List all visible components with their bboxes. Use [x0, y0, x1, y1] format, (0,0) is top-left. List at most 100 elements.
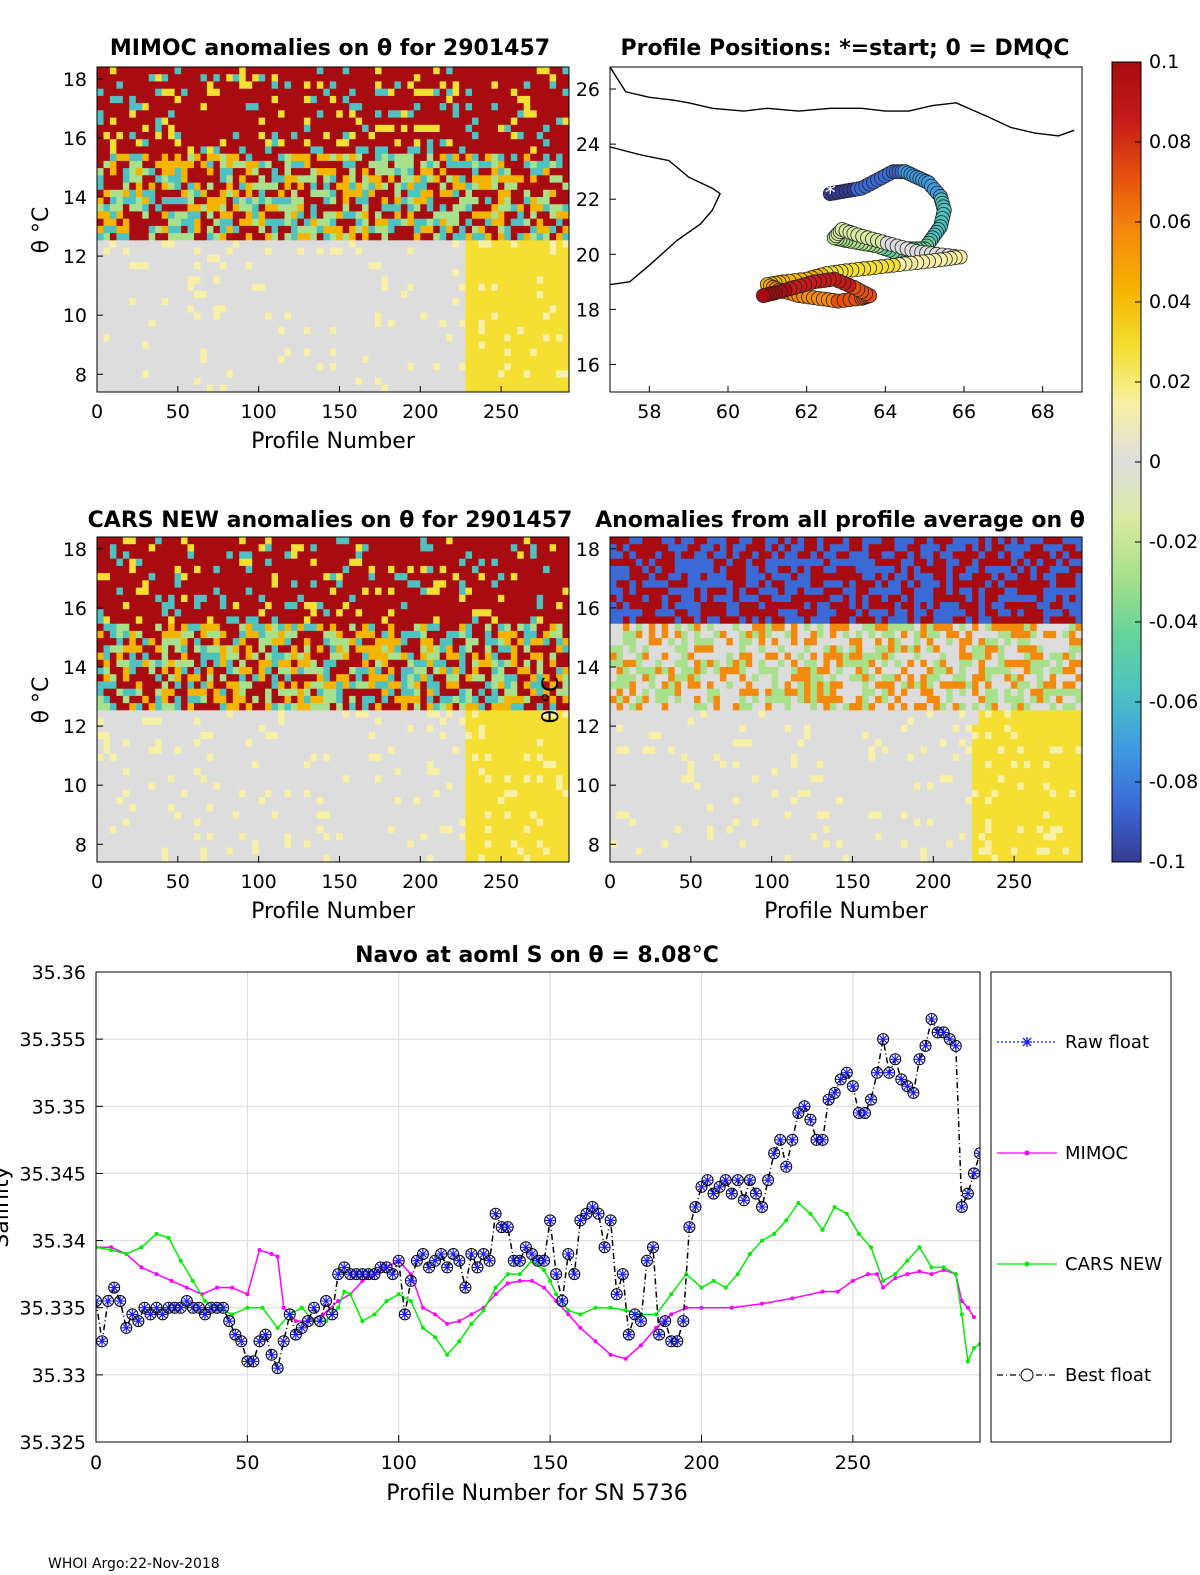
- heatmap-cell: [239, 363, 247, 371]
- heatmap-cell: [381, 175, 389, 184]
- heatmap-cell: [168, 348, 176, 357]
- heatmap-cell: [142, 573, 150, 581]
- heatmap-cell: [291, 110, 299, 119]
- heatmap-cell: [219, 833, 227, 841]
- heatmap-cell: [109, 160, 117, 169]
- heatmap-cell: [362, 377, 370, 386]
- heatmap-cell: [239, 348, 247, 357]
- heatmap-cell: [329, 363, 337, 371]
- heatmap-cell: [245, 95, 253, 104]
- heatmap-cell: [148, 667, 156, 675]
- heatmap-cell: [439, 117, 447, 126]
- heatmap-cell: [336, 204, 344, 212]
- heatmap-cell: [355, 240, 363, 249]
- heatmap-cell: [116, 768, 124, 776]
- heatmap-cell: [297, 695, 305, 704]
- heatmap-cell: [491, 348, 499, 357]
- heatmap-cell: [336, 110, 344, 119]
- heatmap-cell: [400, 132, 408, 140]
- heatmap-cell: [316, 681, 324, 690]
- heatmap-cell: [206, 544, 214, 552]
- heatmap-cell: [484, 276, 492, 285]
- heatmap-cell: [316, 616, 324, 625]
- heatmap-cell: [530, 204, 538, 212]
- heatmap-cell: [116, 88, 124, 97]
- heatmap-cell: [355, 160, 363, 169]
- heatmap-cell: [187, 225, 195, 234]
- heatmap-cell: [129, 218, 137, 227]
- heatmap-cell: [310, 594, 318, 603]
- heatmap-cell: [394, 103, 402, 111]
- heatmap-cell: [161, 609, 169, 617]
- heatmap-cell: [135, 645, 143, 654]
- heatmap-cell: [543, 370, 551, 379]
- heatmap-cell: [206, 732, 214, 740]
- heatmap-cell: [556, 189, 564, 198]
- heatmap-cell: [388, 146, 396, 155]
- heatmap-cell: [381, 312, 389, 321]
- heatmap-cell: [135, 269, 143, 277]
- heatmap-cell: [181, 110, 189, 119]
- heatmap-cell: [303, 630, 311, 639]
- heatmap-cell: [116, 139, 124, 147]
- heatmap-cell: [497, 132, 505, 140]
- heatmap-cell: [174, 775, 182, 784]
- heatmap-cell: [129, 160, 137, 169]
- heatmap-cell: [491, 117, 499, 126]
- heatmap-cell: [122, 348, 130, 357]
- heatmap-cell: [116, 746, 124, 755]
- heatmap-cell: [342, 197, 350, 205]
- heatmap-cell: [426, 247, 434, 256]
- heatmap-cell: [226, 262, 234, 270]
- heatmap-cell: [465, 319, 473, 328]
- heatmap-cell: [523, 377, 531, 386]
- heatmap-cell: [303, 544, 311, 552]
- heatmap-cell: [342, 132, 350, 140]
- heatmap-cell: [142, 847, 150, 856]
- heatmap-cell: [284, 233, 292, 241]
- heatmap-cell: [252, 175, 260, 184]
- heatmap-cell: [336, 269, 344, 277]
- heatmap-cell: [303, 370, 311, 379]
- heatmap-cell: [536, 327, 544, 335]
- heatmap-cell: [116, 630, 124, 639]
- heatmap-cell: [129, 312, 137, 321]
- heatmap-cell: [142, 645, 150, 654]
- heatmap-cell: [161, 652, 169, 661]
- heatmap-cell: [303, 197, 311, 205]
- heatmap-cell: [517, 88, 525, 97]
- heatmap-cell: [426, 189, 434, 198]
- heatmap-cell: [349, 103, 357, 111]
- heatmap-cell: [232, 717, 240, 726]
- heatmap-cell: [284, 681, 292, 690]
- heatmap-cell: [219, 247, 227, 256]
- heatmap-cell: [187, 753, 195, 762]
- heatmap-cell: [556, 334, 564, 342]
- heatmap-cell: [291, 695, 299, 704]
- heatmap-cell: [148, 175, 156, 184]
- heatmap-cell: [219, 818, 227, 827]
- heatmap-cell: [245, 334, 253, 342]
- heatmap-cell: [439, 290, 447, 299]
- heatmap-cell: [562, 377, 569, 386]
- heatmap-cell: [484, 225, 492, 234]
- heatmap-cell: [543, 233, 551, 241]
- heatmap-cell: [122, 623, 130, 632]
- heatmap-cell: [291, 384, 299, 392]
- heatmap-cell: [362, 319, 370, 328]
- heatmap-cell: [97, 739, 105, 747]
- heatmap-cell: [155, 103, 163, 111]
- heatmap-cell: [161, 319, 169, 328]
- heatmap-cell: [97, 602, 105, 610]
- heatmap-cell: [303, 681, 311, 690]
- heatmap-cell: [484, 319, 492, 328]
- heatmap-cell: [135, 537, 143, 545]
- heatmap-cell: [381, 262, 389, 270]
- heatmap-cell: [232, 681, 240, 690]
- heatmap-cell: [219, 88, 227, 97]
- heatmap-cell: [465, 240, 473, 249]
- heatmap-cell: [426, 124, 434, 133]
- heatmap-cell: [433, 363, 441, 371]
- heatmap-cell: [329, 305, 337, 314]
- heatmap-cell: [375, 247, 383, 256]
